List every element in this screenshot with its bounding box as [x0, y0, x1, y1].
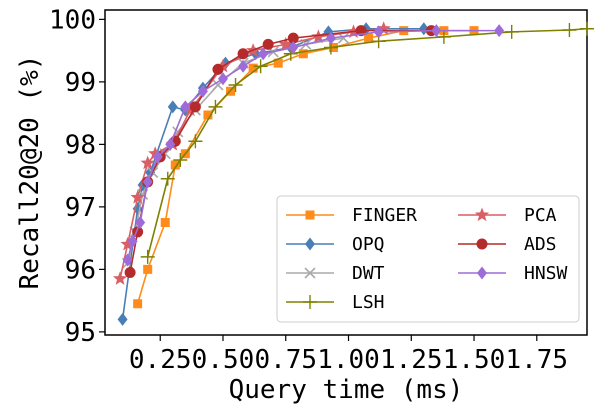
y-tick-label: 97: [65, 193, 96, 223]
x-tick-label: 1.00: [317, 345, 380, 375]
legend-label: DWT: [352, 263, 385, 284]
legend-label: HNSW: [524, 263, 568, 284]
legend-label: FINGER: [352, 205, 417, 226]
x-tick-label: 1.50: [443, 345, 506, 375]
legend-marker: [303, 295, 317, 309]
data-point-dwt: [337, 32, 350, 44]
legend: FINGER OPQ DWT LSH PCA ADS HNSW: [276, 195, 580, 323]
data-point-hnsw: [217, 72, 228, 86]
data-point-hnsw: [431, 24, 442, 38]
data-point-hnsw: [165, 137, 176, 151]
data-point-hnsw: [238, 59, 249, 73]
y-tick-label: 96: [65, 255, 96, 285]
legend-item-ads: ADS: [458, 234, 557, 255]
data-point-hnsw: [180, 100, 191, 114]
data-point-ads: [212, 63, 224, 75]
legend-box: [276, 195, 580, 323]
data-point-hnsw: [197, 84, 208, 98]
y-axis-label: Recall20@20 (%): [15, 55, 45, 290]
data-point-ads: [124, 267, 136, 278]
data-point-finger: [203, 110, 213, 120]
data-point-lsh: [188, 134, 203, 149]
legend-label: LSH: [352, 292, 385, 313]
data-point-lsh: [504, 24, 519, 39]
data-point-finger: [298, 49, 308, 59]
data-point-finger: [133, 299, 143, 309]
legend-marker: [474, 207, 490, 222]
y-ticks: 95 96 97 98 99 100: [49, 5, 105, 348]
data-point-hnsw: [288, 41, 299, 54]
data-point-hnsw: [494, 24, 505, 38]
data-point-pca: [278, 36, 293, 51]
y-tick-label: 95: [65, 318, 96, 348]
data-point-finger: [248, 63, 258, 73]
data-point-pca: [148, 146, 163, 160]
x-tick-label: 0.25: [129, 345, 192, 375]
data-point-finger: [160, 218, 170, 227]
data-point-pca: [140, 155, 155, 170]
legend-item-hnsw: HNSW: [458, 263, 568, 284]
data-point-hnsw: [152, 150, 163, 164]
data-point-ads: [262, 38, 274, 50]
data-point-lsh: [228, 78, 243, 92]
data-point-hnsw: [127, 234, 138, 248]
data-point-pca: [130, 190, 145, 204]
data-point-opq: [167, 100, 178, 114]
data-point-lsh: [436, 29, 451, 44]
y-tick-label: 99: [65, 68, 96, 98]
data-point-hnsw: [258, 47, 269, 61]
y-tick-label: 100: [49, 5, 96, 35]
legend-marker: [304, 267, 316, 279]
data-point-finger: [273, 58, 283, 68]
x-tick-label: 0.75: [254, 345, 317, 375]
data-point-lsh: [160, 171, 175, 186]
legend-marker: [305, 237, 315, 251]
data-point-finger: [143, 264, 153, 274]
legend-label: ADS: [524, 234, 557, 255]
x-ticks: 0.25 0.50 0.75 1.00 1.25 1.50 1.75: [129, 335, 568, 375]
data-point-ads: [287, 32, 299, 44]
x-tick-label: 1.25: [380, 345, 443, 375]
data-point-pca: [112, 271, 128, 285]
data-point-hnsw: [373, 25, 384, 39]
legend-item-pca: PCA: [458, 205, 557, 226]
data-point-lsh: [208, 99, 223, 114]
data-point-lsh: [140, 249, 155, 264]
data-point-lsh: [562, 23, 577, 37]
legend-item-finger: FINGER: [286, 205, 417, 226]
data-point-hnsw: [142, 175, 153, 189]
data-point-lsh: [253, 59, 268, 74]
data-point-pca: [183, 102, 198, 117]
data-point-finger: [170, 160, 180, 170]
data-point-hnsw: [135, 216, 146, 229]
data-point-pca: [376, 21, 391, 35]
legend-item-opq: OPQ: [286, 234, 385, 255]
data-point-hnsw: [122, 253, 133, 267]
legend-item-dwt: DWT: [286, 263, 385, 284]
legend-item-lsh: LSH: [286, 292, 385, 313]
x-axis-label: Query time (ms): [229, 375, 464, 405]
data-point-pca: [120, 236, 135, 251]
x-tick-label: 1.75: [505, 345, 568, 375]
x-tick-label: 0.50: [192, 345, 255, 375]
legend-label: OPQ: [352, 234, 385, 255]
legend-marker: [305, 210, 315, 220]
legend-marker: [477, 266, 487, 280]
data-point-opq: [117, 312, 128, 326]
y-tick-label: 98: [65, 130, 96, 160]
series-line-hnsw: [126, 29, 500, 261]
plot-frame: [104, 9, 588, 336]
plot-lines: [112, 21, 594, 326]
legend-label: PCA: [524, 205, 557, 226]
data-point-finger: [364, 33, 374, 43]
legend-marker: [476, 238, 488, 250]
data-point-lsh: [580, 21, 594, 36]
data-point-ads: [189, 101, 201, 113]
series-hnsw: [122, 24, 505, 267]
data-point-pca: [311, 29, 326, 43]
data-point-hnsw: [325, 31, 336, 45]
data-point-lsh: [173, 153, 188, 167]
data-point-ads: [237, 48, 249, 60]
